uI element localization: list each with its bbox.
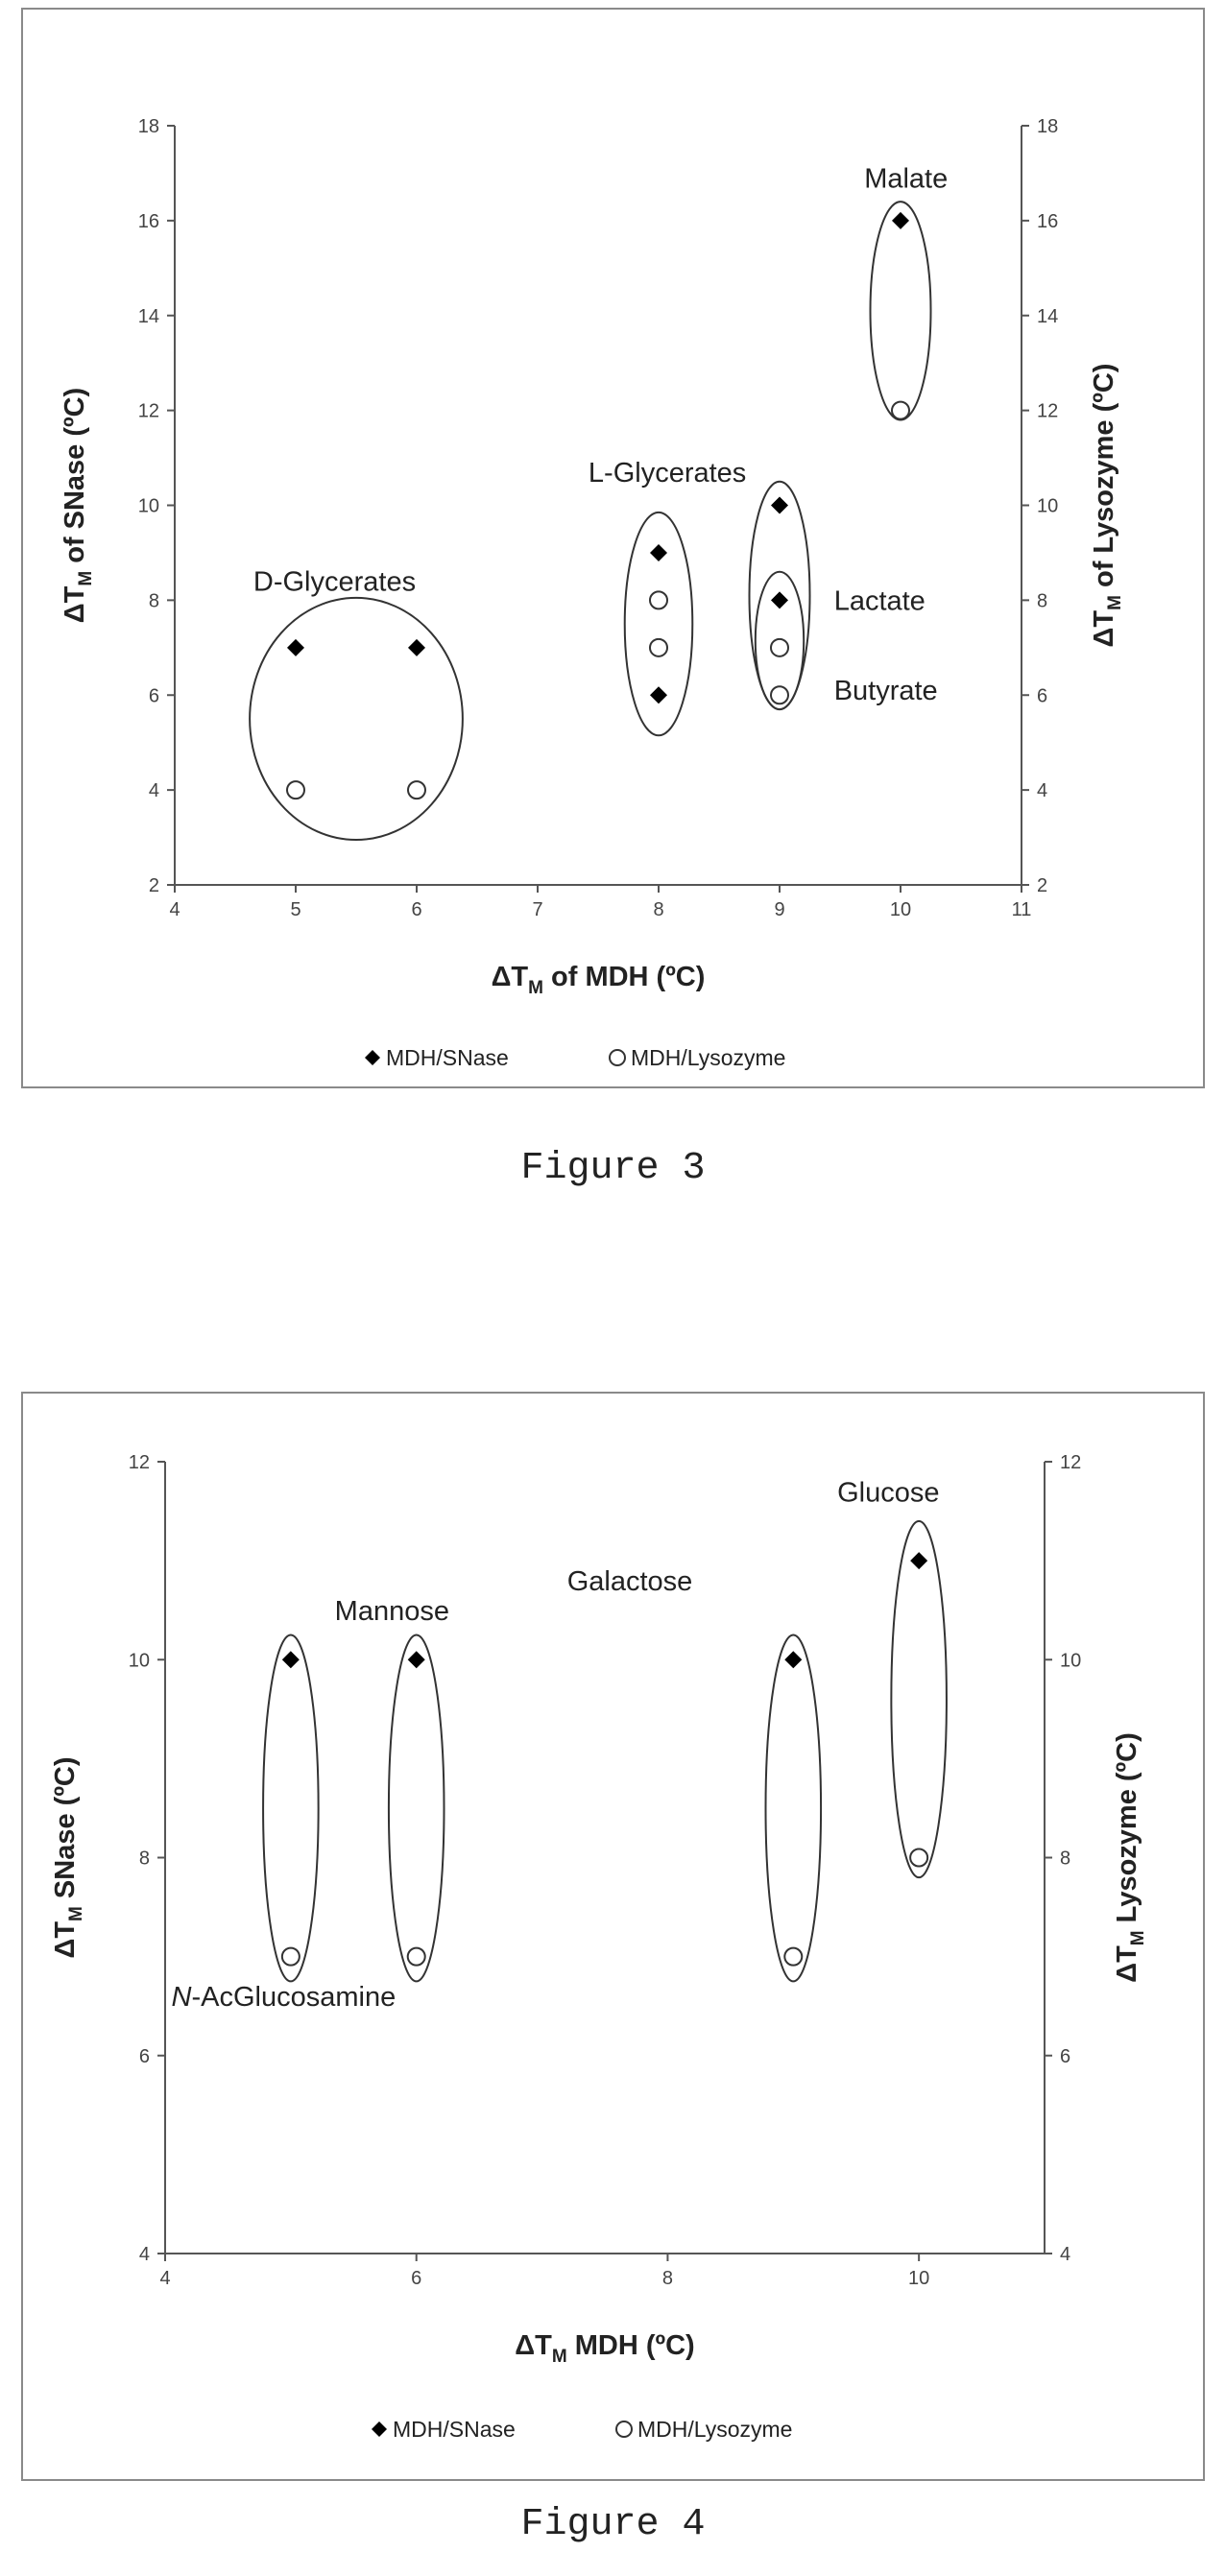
lysozyme-point (649, 637, 668, 657)
y-right-tick-label: 4 (1060, 2244, 1070, 2265)
lysozyme-point (280, 1946, 300, 1967)
lysozyme-point (406, 1946, 426, 1967)
figure-3-panel: 4 5 6 7 8 9 10 11 2 2 4 4 6 6 8 8 10 10 12 12 14 14 16 16 18 18 ΔT… (21, 8, 1205, 1088)
snase-point (771, 496, 788, 514)
lysozyme-point (407, 780, 426, 800)
group-ellipse (262, 1634, 320, 1983)
y-right-tick-label: 16 (1037, 211, 1058, 232)
x-tick-label: 11 (1012, 899, 1032, 920)
y-left-tick-label: 12 (138, 401, 159, 422)
lysozyme-point (770, 637, 789, 657)
group-ellipse (249, 596, 464, 842)
y-left-tick-label: 4 (149, 780, 159, 801)
lysozyme-point (783, 1946, 804, 1967)
snase-point (910, 1552, 928, 1570)
snase-point (281, 1651, 300, 1669)
legend-lysozyme-label: MDH/Lysozyme (631, 1045, 785, 1070)
x-axis-title: ΔTM MDH (ºC) (515, 2330, 694, 2367)
y-left-tick-label: 12 (129, 1452, 150, 1473)
y-right-tick-label: 6 (1060, 2046, 1070, 2067)
legend-lysozyme-marker (615, 2421, 633, 2438)
y-left-tick-label: 14 (138, 306, 159, 327)
figure-3-caption: Figure 3 (520, 1147, 706, 1190)
x-tick-label: 7 (532, 899, 542, 920)
group-label: Glucose (837, 1477, 939, 1508)
y-left-tick-label: 8 (139, 1849, 150, 1870)
group-ellipse (869, 201, 932, 421)
y-left-tick-label: 16 (138, 211, 159, 232)
x-tick-label: 6 (411, 2268, 421, 2289)
x-tick-label: 9 (774, 899, 784, 920)
legend-snase-marker (365, 1050, 380, 1065)
snase-point (650, 686, 667, 704)
y-left-tick-label: 10 (129, 1650, 150, 1671)
lysozyme-point (891, 400, 910, 420)
group-ellipse (623, 511, 694, 737)
x-tick-label: 10 (890, 899, 911, 920)
lysozyme-point (286, 780, 305, 800)
group-ellipse (890, 1519, 948, 1879)
x-tick-label: 6 (411, 899, 421, 920)
y-left-tick-label: 6 (139, 2046, 150, 2067)
figure-4-panel: 4 6 8 10 4 4 6 6 8 8 10 10 12 12 ΔTM MDH (ºC) ΔTM SNase… (21, 1392, 1205, 2481)
x-tick-label: 10 (908, 2268, 929, 2289)
snase-point (407, 1651, 425, 1669)
legend-snase-label: MDH/SNase (386, 1045, 509, 1070)
legend-snase-marker (372, 2421, 387, 2437)
x-tick-label: 5 (290, 899, 300, 920)
group-label: Galactose (567, 1566, 693, 1597)
y-axis-left-title: ΔTM of SNase (ºC) (60, 388, 96, 623)
snase-point (287, 638, 304, 656)
y-left-tick-label: 2 (149, 875, 159, 896)
snase-point (784, 1651, 803, 1669)
snase-point (650, 543, 667, 561)
y-right-tick-label: 2 (1037, 875, 1047, 896)
y-left-tick-label: 8 (149, 590, 159, 611)
legend-snase-label: MDH/SNase (393, 2417, 516, 2442)
group-label: Butyrate (834, 676, 938, 706)
y-right-tick-label: 12 (1037, 401, 1058, 422)
y-right-tick-label: 6 (1037, 685, 1047, 706)
group-label: Malate (864, 163, 948, 194)
x-axis-title: ΔTM of MDH (ºC) (492, 962, 706, 998)
snase-point (892, 211, 909, 229)
snase-point (771, 591, 788, 609)
y-left-tick-label: 6 (149, 685, 159, 706)
group-ellipse (754, 570, 805, 711)
y-axis-right-title: ΔTM of Lysozyme (ºC) (1089, 364, 1125, 648)
snase-point (408, 638, 425, 656)
legend-lysozyme-marker (609, 1049, 626, 1066)
figure-4-caption: Figure 4 (520, 2503, 706, 2546)
group-label: Mannose (335, 1596, 449, 1627)
y-right-tick-label: 4 (1037, 780, 1047, 801)
y-left-tick-label: 4 (139, 2244, 150, 2265)
x-tick-label: 4 (169, 899, 180, 920)
lysozyme-point (909, 1848, 929, 1868)
group-label: N-AcGlucosamine (172, 1982, 397, 2013)
group-ellipse (387, 1634, 445, 1983)
x-tick-label: 4 (159, 2268, 170, 2289)
y-right-tick-label: 12 (1060, 1452, 1081, 1473)
y-left-tick-label: 18 (138, 116, 159, 137)
y-axis-left-title: ΔTM SNase (ºC) (50, 1756, 86, 1958)
x-tick-label: 8 (662, 2268, 673, 2289)
group-label: Lactate (834, 585, 926, 616)
y-right-tick-label: 8 (1060, 1849, 1070, 1870)
y-right-tick-label: 10 (1060, 1650, 1081, 1671)
y-right-tick-label: 18 (1037, 116, 1058, 137)
y-right-tick-label: 14 (1037, 306, 1058, 327)
lysozyme-point (649, 590, 668, 610)
y-axis-right-title: ΔTM Lysozyme (ºC) (1112, 1732, 1148, 1983)
legend-lysozyme-label: MDH/Lysozyme (637, 2417, 792, 2442)
group-label: L-Glycerates (589, 458, 746, 489)
group-ellipse (764, 1634, 823, 1983)
y-right-tick-label: 10 (1037, 496, 1058, 517)
y-left-tick-label: 10 (138, 496, 159, 517)
x-tick-label: 8 (653, 899, 663, 920)
lysozyme-point (770, 685, 789, 705)
group-label: D-Glycerates (253, 566, 416, 597)
y-right-tick-label: 8 (1037, 590, 1047, 611)
